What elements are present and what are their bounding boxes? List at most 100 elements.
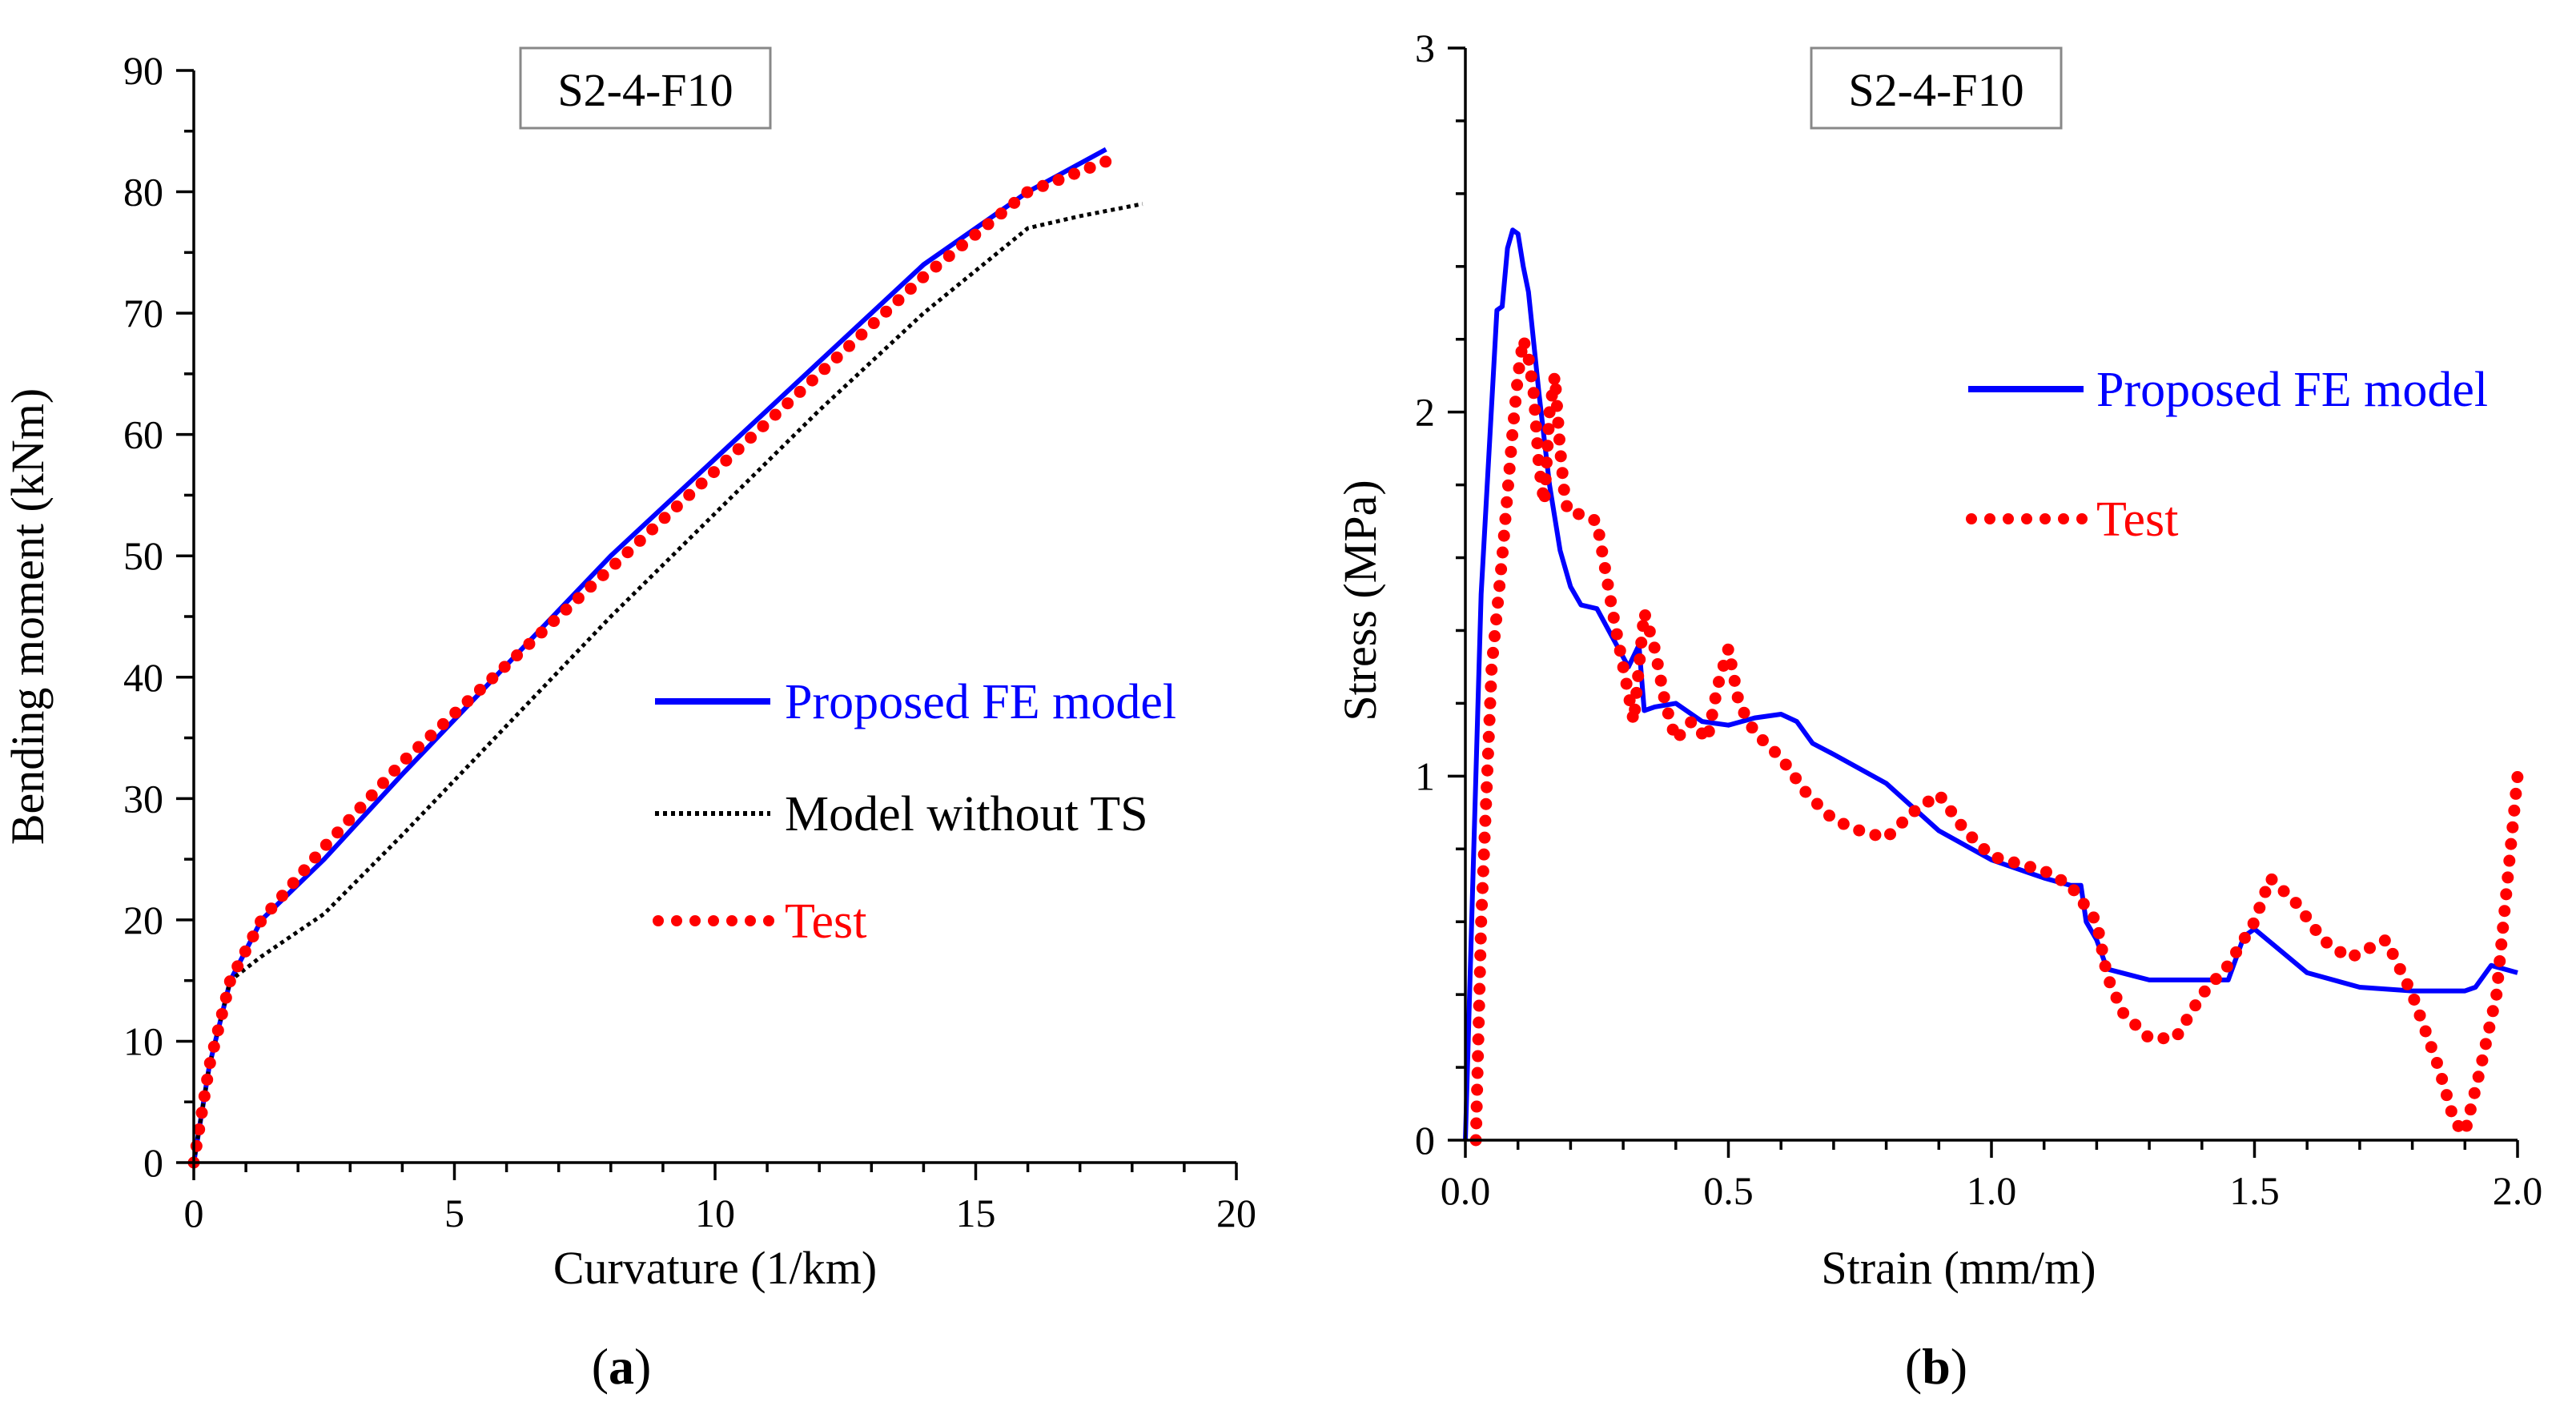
x-tick-label: 20 (1216, 1191, 1256, 1235)
panel-a-ticks: 0 5 10 15 20 0 10 20 30 40 50 60 70 80 90 (123, 48, 1256, 1235)
panel-a-caption-letter: a (609, 1338, 634, 1395)
series-point (1648, 641, 1661, 654)
panel-b-ticks: 0.0 0.5 1.0 1.5 2.0 0 1 2 3 (1415, 26, 2542, 1213)
series-point (1068, 167, 1081, 180)
series-point (1549, 383, 1562, 396)
series-point (1550, 400, 1563, 412)
series-point (1630, 686, 1643, 699)
y-tick-label: 0 (143, 1140, 163, 1185)
series-point (830, 351, 843, 364)
series-point (609, 557, 622, 570)
series-point (1474, 949, 1487, 962)
series-point (2040, 866, 2052, 878)
series-point (585, 580, 597, 593)
panel-b-axes (1464, 48, 2518, 1142)
series-point (2253, 902, 2266, 914)
series-point (2486, 1005, 2499, 1018)
series-point (1472, 1050, 1485, 1063)
y-tick-label: 90 (123, 48, 163, 93)
series-point (190, 1139, 203, 1152)
series-point (1662, 707, 1674, 720)
series-point (646, 523, 659, 536)
series-point (223, 975, 236, 988)
series-point (1588, 513, 1601, 526)
series-point (1634, 653, 1646, 666)
series-point (2209, 973, 2222, 986)
series-point (1052, 174, 1065, 187)
panel-a-caption-open: ( (592, 1338, 609, 1395)
series-point (2157, 1032, 2170, 1045)
series-point (2189, 999, 2202, 1012)
series-point (1477, 848, 1490, 861)
legend-label-test-b: Test (2096, 492, 2178, 547)
series-point (511, 649, 524, 662)
series-point (365, 789, 378, 801)
series-point (424, 729, 437, 742)
series-point (2476, 1054, 2489, 1067)
panel-b-data-layer (1463, 227, 2524, 1147)
x-tick-label: 1.0 (1967, 1168, 2017, 1213)
series-point (1638, 609, 1651, 622)
series-point (2440, 1089, 2453, 1102)
series-point (1471, 1067, 1484, 1079)
series-point (1483, 713, 1496, 726)
series-point (1473, 999, 1485, 1012)
series-point (449, 706, 462, 719)
series-point (769, 408, 782, 421)
series-point (1896, 816, 1909, 829)
series-point (1542, 423, 1555, 436)
series-point (2503, 854, 2516, 867)
series-point (535, 626, 548, 639)
series-point (400, 752, 412, 765)
series-point (2238, 931, 2251, 944)
legend-label-proposed-fe-model: Proposed FE model (785, 675, 1176, 729)
series-point (319, 838, 332, 851)
series-point (461, 695, 474, 708)
series-point (683, 488, 696, 501)
series-point (1955, 818, 1967, 831)
panel-b-caption: (b) (1905, 1338, 1967, 1395)
series-point (1746, 721, 1758, 734)
series-point (1525, 370, 1537, 383)
series-point (1884, 828, 1897, 841)
series-point (2110, 991, 2123, 1004)
series-point (548, 615, 561, 628)
panel-b-legend: Proposed FE model Test (1966, 363, 2488, 547)
series-point (1738, 706, 1750, 719)
y-tick-label: 80 (123, 170, 163, 215)
series-point (2117, 1006, 2130, 1019)
series-point (231, 960, 244, 973)
x-tick-label: 5 (444, 1191, 464, 1235)
panel-a-y-axis-title: Bending moment (kNm) (2, 388, 54, 845)
series-point (2386, 947, 2399, 960)
panel-b-y-axis-title: Stress (MPa) (1334, 480, 1386, 721)
y-tick-label: 10 (123, 1018, 163, 1063)
series-point (1473, 966, 1486, 978)
series-point (1769, 745, 1782, 758)
series-point (1935, 791, 1947, 804)
legend-label-proposed-fe-model-b: Proposed FE model (2096, 363, 2488, 417)
series-point (1654, 674, 1667, 687)
series-point (1511, 379, 1524, 392)
panel-a-legend: Proposed FE model Model without TS Test (653, 675, 1176, 949)
series-point (1541, 440, 1554, 452)
x-tick-label: 15 (956, 1191, 996, 1235)
series-line-proposed-fe-model (191, 147, 1107, 1163)
series-test (187, 155, 1112, 1169)
series-point (2460, 1119, 2473, 1132)
series-point (2436, 1073, 2449, 1086)
series-point (1497, 546, 1509, 559)
series-point (265, 902, 278, 915)
series-point (1709, 692, 1722, 705)
series-point (1505, 445, 1517, 458)
series-point (1605, 595, 1618, 608)
legend-label-model-without-ts: Model without TS (785, 787, 1148, 842)
series-point (1476, 882, 1489, 894)
series-point (2468, 1087, 2481, 1099)
series-point (2247, 917, 2260, 930)
series-point (1610, 628, 1623, 641)
series-point (1643, 625, 1656, 638)
series-point (745, 432, 758, 444)
series-point (2413, 1009, 2426, 1022)
x-tick-label: 0.0 (1441, 1168, 1491, 1213)
